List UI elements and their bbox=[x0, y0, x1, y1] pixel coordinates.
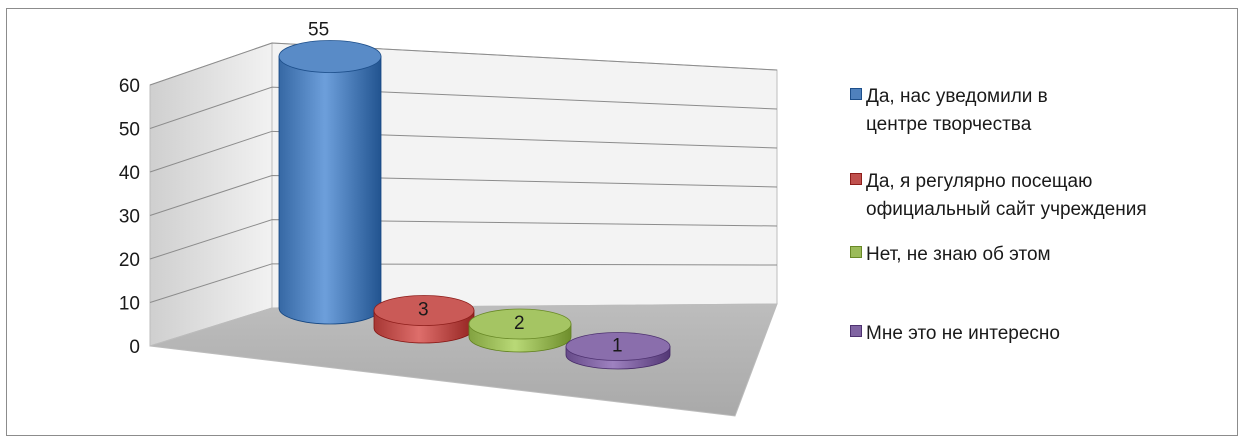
data-label-0: 55 bbox=[308, 20, 329, 41]
bar-0 bbox=[278, 40, 382, 325]
y-tick-label: 20 bbox=[119, 250, 140, 271]
legend-label-0: Да, нас уведомили в центре творчества bbox=[866, 86, 1048, 135]
legend-label-3: Мне это не интересно bbox=[866, 323, 1060, 344]
gridline-2 bbox=[149, 219, 778, 260]
bar-2 bbox=[468, 308, 572, 353]
legend-item-2: Нет, не знаю об этом bbox=[850, 241, 1196, 269]
legend-item-3: Мне это не интересно bbox=[850, 320, 1196, 348]
y-tick-label: 10 bbox=[119, 294, 140, 315]
gridline-4 bbox=[149, 130, 778, 173]
legend-swatch-0 bbox=[850, 88, 862, 100]
y-tick-label: 30 bbox=[119, 207, 140, 228]
bar-1 bbox=[373, 295, 475, 344]
bar-3 bbox=[565, 332, 671, 370]
floor bbox=[149, 303, 778, 417]
y-tick-label: 40 bbox=[119, 163, 140, 184]
gridline-5 bbox=[149, 86, 778, 129]
legend-label-2: Нет, не знаю об этом bbox=[866, 244, 1051, 265]
y-tick-label: 0 bbox=[129, 337, 140, 358]
legend-label-1: Да, я регулярно посещаю официальный сайт… bbox=[866, 171, 1147, 220]
legend: Да, нас уведомили в центре творчества Да… bbox=[850, 0, 1230, 444]
data-label-3: 1 bbox=[612, 336, 623, 357]
y-tick-label: 50 bbox=[119, 120, 140, 141]
gridline-6 bbox=[149, 42, 778, 86]
data-label-1: 3 bbox=[418, 300, 429, 321]
gridline-3 bbox=[149, 174, 778, 216]
legend-swatch-3 bbox=[850, 325, 862, 337]
y-tick-label: 60 bbox=[119, 76, 140, 97]
side-wall bbox=[149, 42, 273, 347]
legend-swatch-2 bbox=[850, 246, 862, 258]
legend-swatch-1 bbox=[850, 173, 862, 185]
legend-item-1: Да, я регулярно посещаю официальный сайт… bbox=[850, 168, 1196, 224]
legend-item-0: Да, нас уведомили в центре творчества bbox=[850, 83, 1106, 139]
gridline-1 bbox=[149, 263, 778, 303]
data-label-2: 2 bbox=[514, 313, 525, 334]
